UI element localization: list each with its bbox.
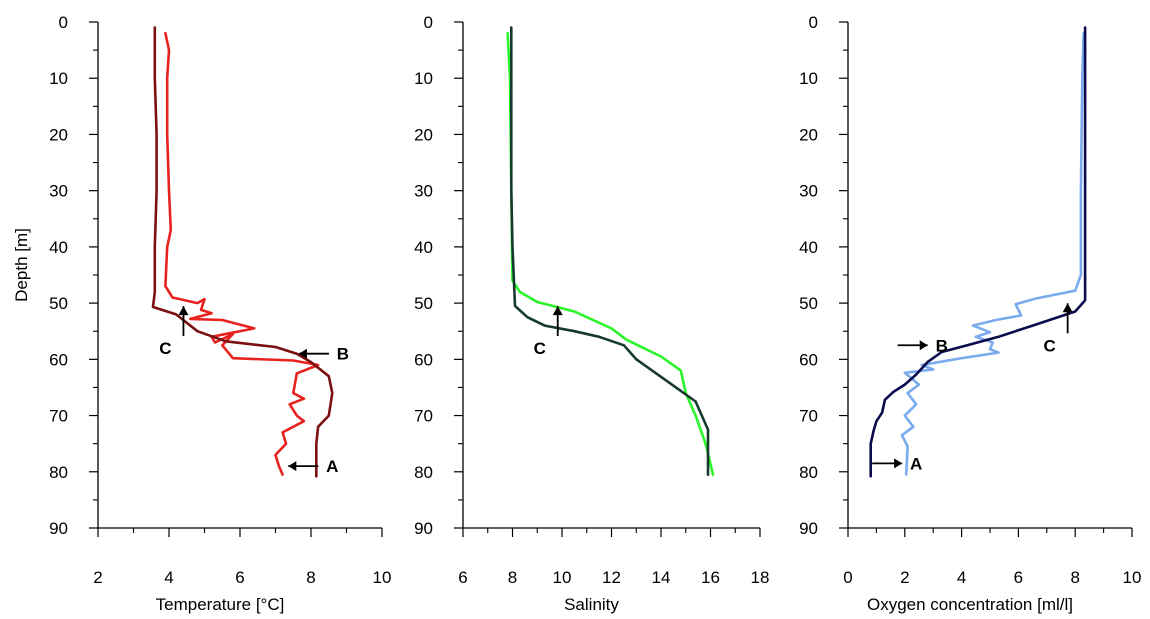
- annotation-c: C: [534, 339, 546, 358]
- y-tick-label: 60: [49, 350, 68, 369]
- x-axis-title: Salinity: [564, 595, 619, 614]
- y-tick-label: 10: [414, 69, 433, 88]
- annotation-c: C: [159, 339, 171, 358]
- x-tick-label: 6: [458, 568, 467, 587]
- series-line-2: [151, 26, 334, 478]
- salinity-panel: 0 10 20 30 40 50 60 70 80 90 6 8 10 12 14 16 18 Salinity C: [414, 13, 769, 614]
- series-line-2: [869, 26, 1087, 478]
- annotation-a: A: [910, 454, 922, 473]
- x-tick-label: 10: [553, 568, 572, 587]
- x-tick-label: 0: [843, 568, 852, 587]
- y-tick-label: 20: [414, 125, 433, 144]
- series-line-2: [510, 26, 710, 476]
- y-tick-label: 90: [49, 519, 68, 538]
- y-tick-label: 10: [799, 69, 818, 88]
- x-tick-label: 6: [235, 568, 244, 587]
- x-tick-label: 12: [602, 568, 621, 587]
- oxygen-panel: 0 10 20 30 40 50 60 70 80 90 0 2 4 6 8 10 Oxygen concent…: [799, 13, 1141, 614]
- y-tick-label: 0: [59, 13, 68, 32]
- x-tick-label: 6: [1014, 568, 1023, 587]
- y-tick-label: 50: [799, 294, 818, 313]
- x-tick-label: 8: [1070, 568, 1079, 587]
- x-tick-label: 4: [164, 568, 173, 587]
- annotation-b: B: [337, 345, 349, 364]
- annotation-arrowhead-c: [552, 306, 563, 316]
- y-tick-label: 90: [799, 519, 818, 538]
- x-tick-label: 10: [1123, 568, 1142, 587]
- x-tick-label: 10: [373, 568, 392, 587]
- annotation-arrowhead-b: [919, 340, 928, 351]
- y-tick-label: 30: [414, 182, 433, 201]
- y-tick-label: 40: [49, 238, 68, 257]
- annotation-arrowhead-a: [288, 461, 297, 472]
- x-tick-label: 2: [93, 568, 102, 587]
- x-axis-title: Temperature [°C]: [156, 595, 285, 614]
- y-tick-label: 70: [414, 407, 433, 426]
- annotation-c: C: [1043, 336, 1055, 355]
- annotation-arrowhead-c: [1062, 303, 1073, 313]
- y-tick-label: 70: [49, 407, 68, 426]
- y-tick-label: 20: [49, 125, 68, 144]
- y-tick-label: 60: [414, 350, 433, 369]
- y-tick-label: 20: [799, 125, 818, 144]
- y-tick-label: 30: [799, 182, 818, 201]
- y-tick-label: 40: [414, 238, 433, 257]
- x-tick-label: 8: [508, 568, 517, 587]
- y-tick-label: 60: [799, 350, 818, 369]
- annotation-arrowhead-a: [894, 458, 903, 469]
- y-tick-label: 70: [799, 407, 818, 426]
- y-tick-label: 80: [49, 463, 68, 482]
- annotation-b: B: [936, 336, 948, 355]
- x-tick-label: 2: [900, 568, 909, 587]
- x-tick-label: 18: [751, 568, 770, 587]
- x-axis-title: Oxygen concentration [ml/l]: [867, 595, 1073, 614]
- series-line-1: [506, 31, 715, 476]
- y-tick-label: 80: [799, 463, 818, 482]
- y-tick-label: 50: [414, 294, 433, 313]
- x-tick-label: 14: [652, 568, 671, 587]
- series-line-1: [164, 31, 320, 476]
- y-tick-label: 0: [424, 13, 433, 32]
- y-tick-label: 50: [49, 294, 68, 313]
- y-tick-label: 30: [49, 182, 68, 201]
- y-tick-label: 10: [49, 69, 68, 88]
- y-tick-label: 40: [799, 238, 818, 257]
- series-line-1: [900, 31, 1085, 476]
- y-tick-label: 0: [809, 13, 818, 32]
- temperature-panel: 0 10 20 30 40 50 60 70 80 90 2 4 6 8 10 Temperature [°C…: [12, 13, 391, 614]
- annotation-a: A: [326, 457, 338, 476]
- x-tick-label: 8: [306, 568, 315, 587]
- y-tick-label: 80: [414, 463, 433, 482]
- y-tick-label: 90: [414, 519, 433, 538]
- x-tick-label: 16: [701, 568, 720, 587]
- annotation-arrowhead-b: [298, 348, 307, 359]
- y-axis-title: Depth [m]: [12, 228, 31, 302]
- annotation-arrowhead-c: [178, 306, 189, 316]
- x-tick-label: 4: [957, 568, 966, 587]
